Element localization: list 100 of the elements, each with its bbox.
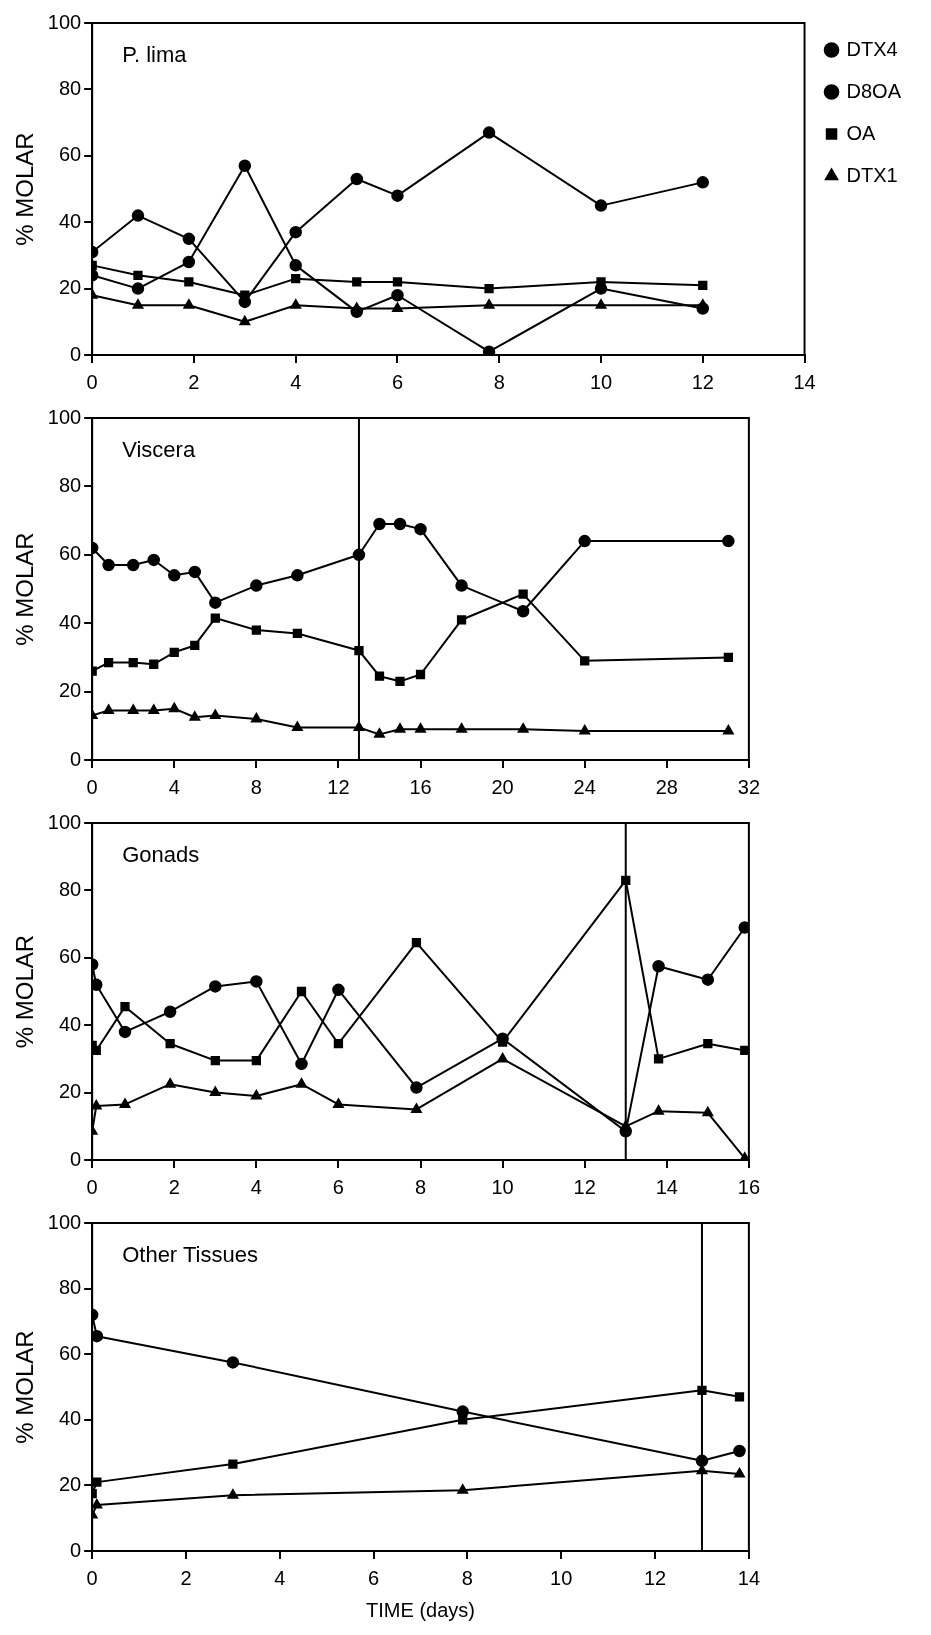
point [92,1329,104,1343]
point [184,277,194,287]
x-tick-label: 6 [332,1175,344,1198]
x-tick-label: 12 [327,775,350,798]
point [483,298,495,309]
y-tick-label: 60 [58,945,82,968]
point [411,938,422,948]
text: Viscera [122,437,196,463]
y-axis-title: % MOLAR [11,132,39,246]
point [352,277,362,287]
x-tick-label: 14 [655,1175,678,1198]
x-tick-label: 14 [793,370,816,393]
point [239,315,251,326]
point [250,712,262,723]
point [393,517,407,531]
point [517,722,529,733]
x-tick-label: 2 [188,370,200,393]
point [391,302,403,313]
point [456,722,468,733]
point [133,270,143,280]
x-tick-label: 8 [461,1566,473,1589]
point [127,704,139,714]
x-tick-label: 0 [86,775,98,798]
point [374,671,385,681]
y-axis-title: % MOLAR [11,1330,39,1444]
point [250,975,263,988]
point [103,704,115,714]
point [290,298,302,309]
point [738,921,749,934]
point [92,1045,101,1056]
x-tick-label: 8 [414,1175,427,1198]
point [652,959,665,973]
point [653,1104,665,1115]
point [120,1002,130,1012]
point [289,225,302,239]
x-tick-label: 8 [493,370,505,393]
point [92,1477,102,1487]
point [295,1057,308,1071]
x-tick-label: 16 [409,775,432,798]
point [578,534,591,548]
point [701,973,715,986]
point [168,702,180,713]
point [698,280,708,290]
point [482,126,496,139]
point [291,721,303,732]
point [227,1488,239,1499]
point [210,613,220,623]
point [183,298,195,309]
point [580,656,590,666]
y-tick-label: 0 [70,342,82,365]
x-tick-label: 6 [368,1566,380,1589]
point [373,517,386,531]
text: Other Tissues [122,1242,258,1268]
point [168,569,181,582]
point [395,676,405,686]
point [210,1055,220,1066]
point [169,647,179,657]
x-tick-label: 2 [168,1175,180,1198]
point [250,579,263,592]
point [238,295,252,309]
point [332,1098,344,1108]
point [147,553,160,567]
point [410,1103,422,1113]
point [119,1098,131,1108]
y-tick-label: 20 [58,1472,82,1495]
point [410,1081,423,1094]
y-tick-label: 60 [58,143,82,166]
y-tick-label: 80 [58,473,82,496]
y-tick-label: 40 [58,209,82,232]
point [164,1077,176,1088]
point [484,283,494,294]
point [740,1045,749,1056]
point [131,282,145,295]
y-tick-label: 60 [58,542,82,565]
point [723,652,733,663]
point [653,1054,664,1064]
y-tick-label: 80 [58,1276,82,1299]
point [579,724,591,735]
x-tick-label: 6 [391,370,404,393]
point [292,628,303,639]
point [392,277,403,287]
point [733,1467,746,1478]
point [118,1025,132,1039]
x-tick-label: 10 [550,1566,573,1589]
y-tick-label: 80 [58,76,82,99]
point [209,980,222,993]
point [132,298,144,309]
point [92,1099,102,1110]
point [165,1039,175,1049]
point [702,1106,714,1117]
point [189,711,201,721]
x-tick-label: 14 [737,1566,760,1589]
point [734,1392,745,1402]
point [92,978,103,992]
y-tick-label: 60 [58,1341,82,1364]
x-tick-label: 32 [737,775,760,798]
point [238,159,252,173]
point [394,722,406,733]
y-tick-label: 100 [47,405,82,428]
point [457,1484,469,1494]
